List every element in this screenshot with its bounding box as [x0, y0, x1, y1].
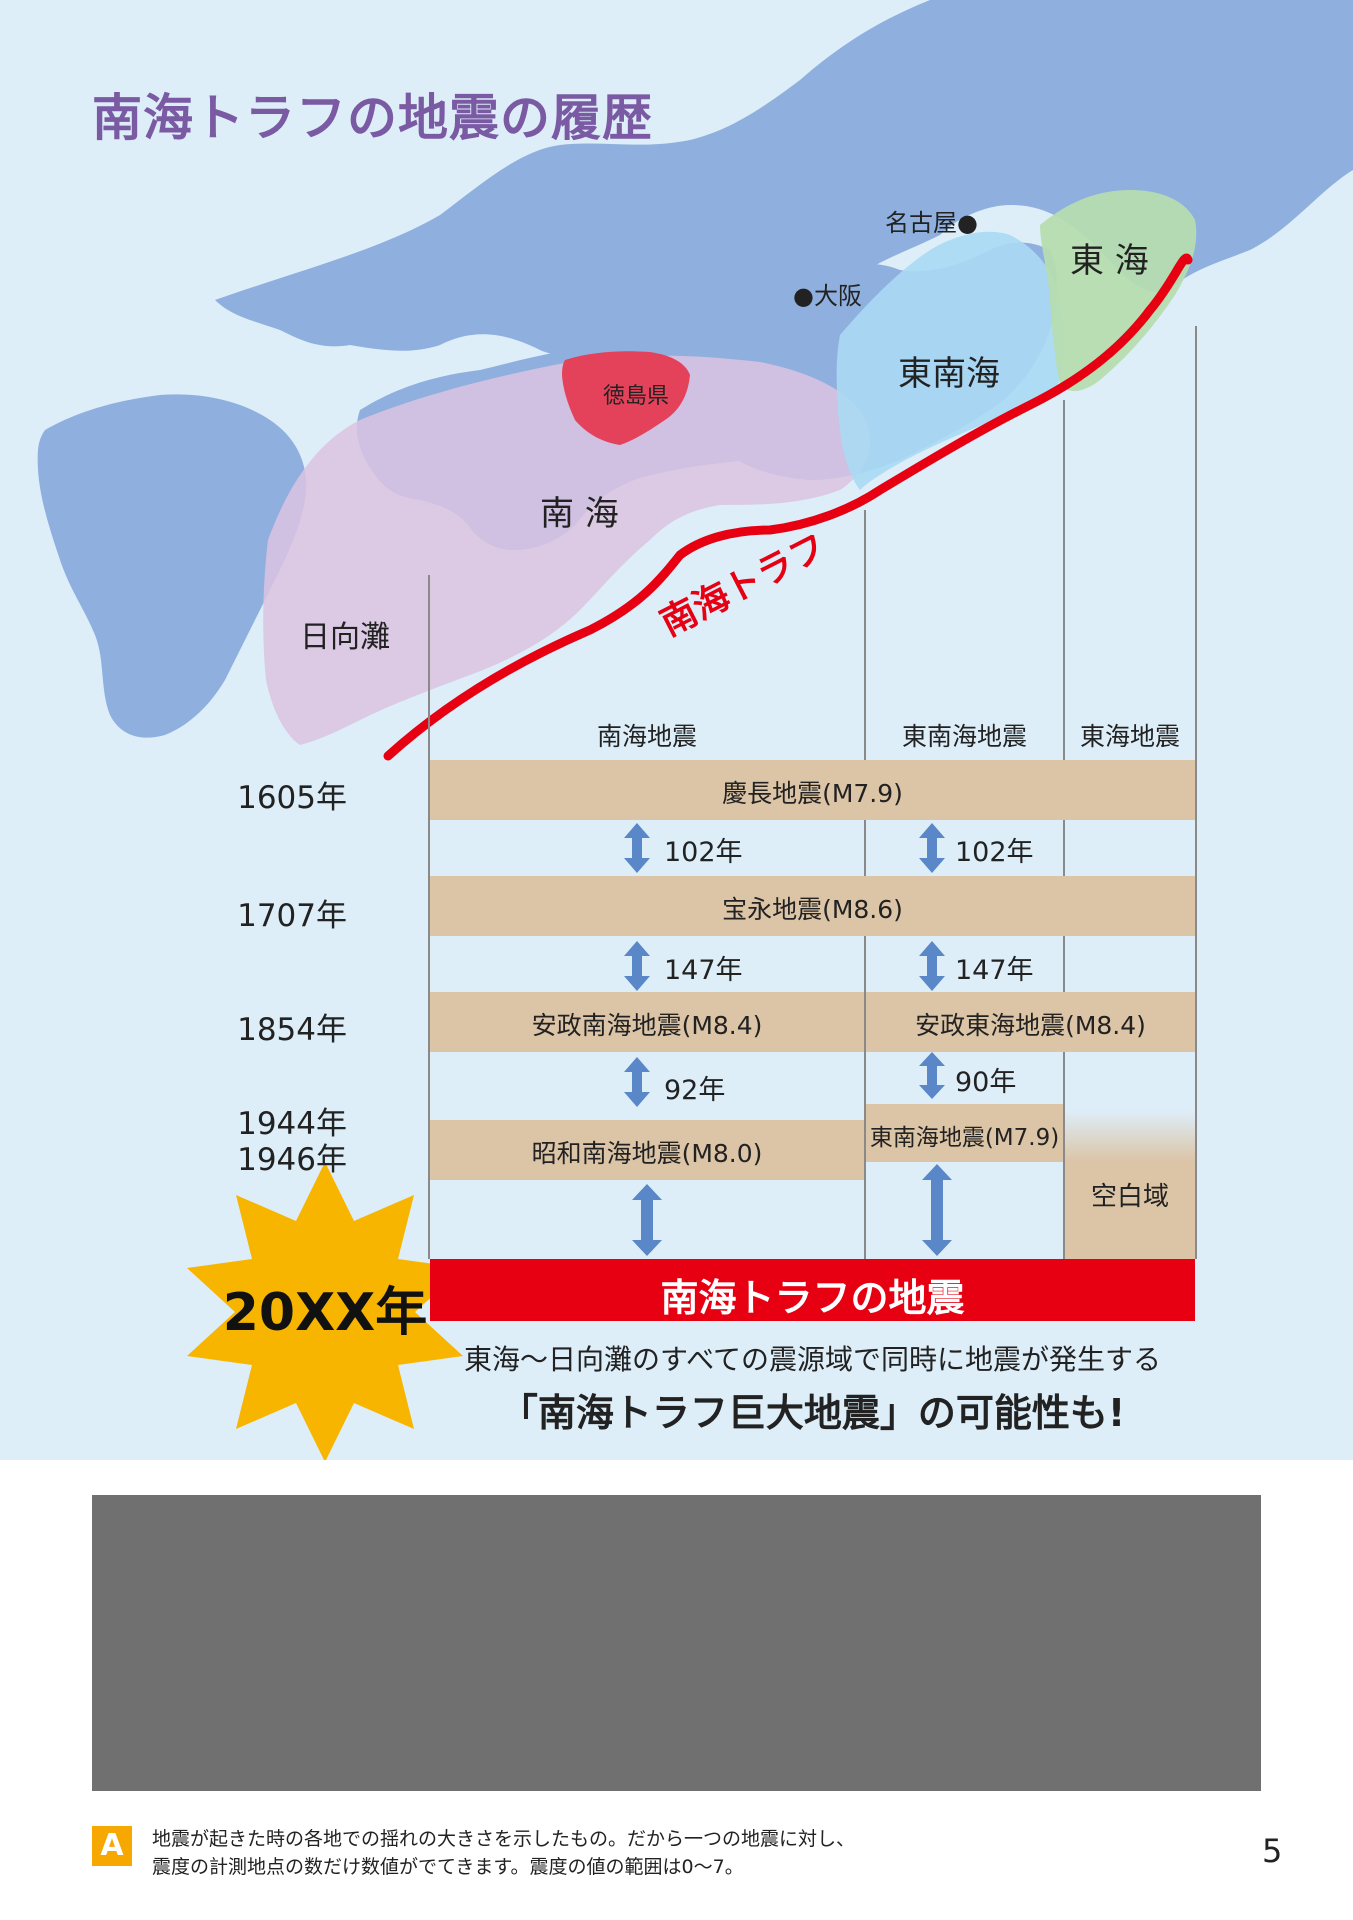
nankai-trough-line	[383, 253, 1193, 761]
region-tonankai: 東南海	[898, 354, 1000, 394]
band-label-hoei: 宝永地震(M8.6)	[722, 895, 903, 924]
arrow-future-tonankai	[922, 1164, 952, 1256]
gray-panel	[92, 1495, 1261, 1791]
year-1707: 1707年	[237, 898, 347, 934]
honshu-land	[215, 0, 1353, 361]
year-1946: 1946年	[237, 1142, 347, 1178]
arrow-147-tonankai	[919, 941, 945, 991]
tokushima-prefecture	[562, 351, 690, 445]
tokushima-label: 徳島県	[603, 384, 670, 409]
blank-zone-fill	[1065, 1110, 1195, 1259]
band-label-keicho: 慶長地震(M7.9)	[722, 779, 903, 808]
region-tokai: 東 海	[1070, 241, 1149, 281]
map-background	[0, 0, 1353, 1460]
city-nagoya: 名古屋●	[885, 209, 978, 237]
column-head-tonankai: 東南海地震	[901, 722, 1027, 751]
band-hoei	[430, 876, 1195, 936]
conclusion-line2: 「南海トラフ巨大地震」の可能性も!	[499, 1391, 1126, 1435]
footnote-line1: 地震が起きた時の各地での揺れの大きさを示したもの。だから一つの地震に対し、	[152, 1828, 856, 1850]
band-label-tonankai-1944: 東南海地震(M7.9)	[869, 1125, 1060, 1151]
column-head-nankai: 南海地震	[596, 722, 697, 751]
arrow-92-nankai	[624, 1057, 650, 1107]
arrow-102-nankai	[624, 823, 650, 873]
future-earthquake-label: 南海トラフの地震	[660, 1276, 965, 1320]
guide-line-1	[428, 575, 430, 1259]
band-label-showa-nankai: 昭和南海地震(M8.0)	[531, 1139, 763, 1168]
interval-147-nankai: 147年	[664, 955, 743, 986]
future-starburst	[187, 1162, 463, 1460]
page-title: 南海トラフの地震の履歴	[92, 89, 653, 147]
footnote-badge: A	[92, 1826, 132, 1866]
guide-line-3	[1063, 400, 1065, 1259]
column-head-tokai: 東海地震	[1079, 722, 1180, 751]
nankai-zone	[263, 355, 871, 745]
kyushu-land	[37, 394, 307, 738]
future-earthquake-bar	[430, 1259, 1195, 1321]
year-1944: 1944年	[237, 1106, 347, 1142]
year-1605: 1605年	[237, 780, 347, 816]
band-showa-nankai	[430, 1120, 864, 1180]
band-ansei-tokai	[866, 992, 1195, 1052]
band-label-ansei-nankai: 安政南海地震(M8.4)	[531, 1011, 763, 1040]
city-osaka: ●大阪	[793, 282, 862, 310]
band-label-ansei-tokai: 安政東海地震(M8.4)	[915, 1011, 1146, 1040]
interval-arrows	[624, 823, 952, 1256]
arrow-future-nankai	[632, 1184, 662, 1256]
interval-90-tonankai: 90年	[955, 1067, 1017, 1098]
arrow-90-tonankai	[919, 1052, 945, 1099]
band-keicho	[430, 760, 1195, 820]
blank-zone-label: 空白域	[1090, 1182, 1169, 1212]
arrow-102-tonankai	[919, 823, 945, 873]
interval-92-nankai: 92年	[664, 1075, 726, 1106]
tokai-zone	[1040, 190, 1197, 392]
future-year: 20XX年	[222, 1283, 428, 1343]
region-hyuganada: 日向灘	[300, 620, 390, 655]
footnote-line2: 震度の計測地点の数だけ数値がでてきます。震度の値の範囲は0〜7。	[152, 1856, 744, 1878]
band-tonankai-1944	[866, 1104, 1063, 1162]
arrow-147-nankai	[624, 941, 650, 991]
conclusion-line1: 東海〜日向灘のすべての震源域で同時に地震が発生する	[464, 1343, 1161, 1376]
interval-102-tonankai: 102年	[955, 837, 1034, 868]
year-1854: 1854年	[237, 1012, 347, 1048]
page-number: 5	[1262, 1832, 1283, 1870]
interval-102-nankai: 102年	[664, 837, 743, 868]
region-nankai: 南 海	[540, 494, 619, 534]
interval-147-tonankai: 147年	[955, 955, 1034, 986]
guide-line-4	[1195, 326, 1197, 1259]
nankai-trough-diagram: 南海トラフの地震の履歴 名古屋● ●大阪 徳島県 南 海 東南海 東 海 日向灘…	[0, 0, 1353, 1460]
band-ansei-nankai	[430, 992, 864, 1052]
tonankai-zone	[836, 231, 1064, 490]
